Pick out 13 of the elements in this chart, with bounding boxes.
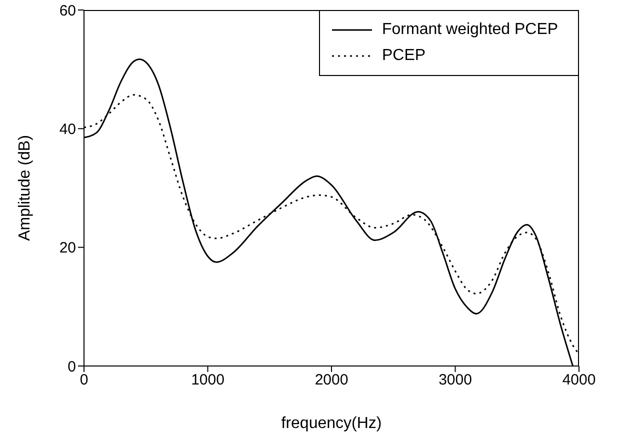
x-tick-label: 2000 (314, 372, 348, 389)
y-tick-label: 60 (59, 2, 76, 20)
y-tick-label: 20 (59, 240, 76, 257)
x-tick-label: 0 (80, 372, 88, 389)
x-tick-label: 3000 (438, 372, 472, 389)
x-tick-label: 1000 (191, 372, 224, 389)
legend-label: PCEP (382, 47, 426, 65)
x-tick-label: 4000 (562, 372, 596, 389)
y-tick-label: 0 (68, 358, 76, 376)
legend-label: Formant weighted PCEP (382, 21, 558, 39)
x-axis-title: frequency(Hz) (281, 415, 382, 432)
y-axis-title: Amplitude (dB) (16, 135, 34, 241)
y-tick-label: 40 (59, 120, 76, 138)
